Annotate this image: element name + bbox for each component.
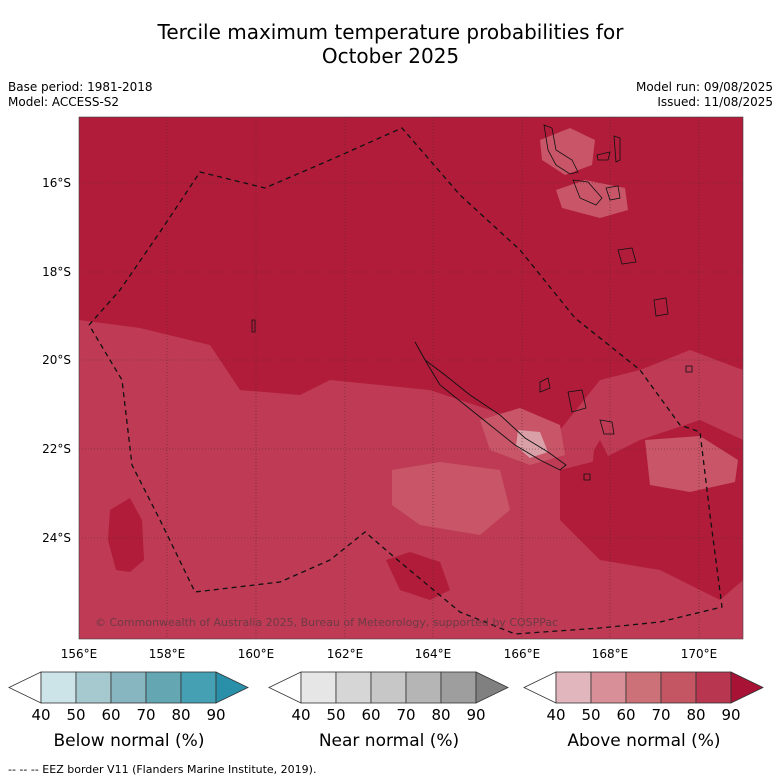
colorbar-segment xyxy=(145,671,182,704)
colorbar-segment xyxy=(555,671,592,704)
map-frame xyxy=(78,116,744,640)
above-80-small xyxy=(592,440,610,480)
colorbar-segment xyxy=(75,671,112,704)
lat-label: 22°S xyxy=(42,442,71,456)
lon-label: 164°E xyxy=(415,647,452,661)
colorbar-segment xyxy=(110,671,147,704)
latitude-labels: 16°S 18°S 20°S 22°S 24°S xyxy=(42,176,71,545)
vanuatu-islet-2 xyxy=(613,135,621,163)
lon-label: 170°E xyxy=(681,647,718,661)
legend-title-above: Above normal (%) xyxy=(567,731,721,751)
title-line-2: October 2025 xyxy=(321,44,460,68)
vanuatu-islet-3 xyxy=(605,185,621,201)
colorbar-segment xyxy=(405,671,442,704)
base-period: Base period: 1981-2018 xyxy=(8,80,153,94)
legend-title-below: Below normal (%) xyxy=(53,731,205,751)
meta-left: Base period: 1981-2018 Model: ACCESS-S2 xyxy=(8,80,153,110)
chesterfield-islet xyxy=(251,319,256,333)
colorbar-below: 40 50 60 70 80 90 xyxy=(8,671,249,724)
colorbar-tick-label: 50 xyxy=(326,706,345,724)
colorbar-tick-label: 50 xyxy=(581,706,600,724)
above-80-west-patch xyxy=(108,498,144,572)
colorbar-segment xyxy=(335,671,372,704)
walpole-island xyxy=(583,473,591,481)
colorbar-tick-label: 80 xyxy=(431,706,450,724)
meta-right: Model run: 09/08/2025 Issued: 11/08/2025 xyxy=(636,80,773,110)
colorbar-segment xyxy=(695,671,732,704)
tanna xyxy=(653,297,669,317)
lon-label: 160°E xyxy=(238,647,275,661)
colorbar-segment xyxy=(40,671,77,704)
colorbar-extend-low xyxy=(8,671,42,704)
colorbar-tick-label: 80 xyxy=(686,706,705,724)
lon-label: 162°E xyxy=(327,647,364,661)
map-title: Tercile maximum temperature probabilitie… xyxy=(0,20,781,68)
colorbar-tick-label: 70 xyxy=(651,706,670,724)
loyalty-island-1 xyxy=(539,377,551,393)
colorbar-tick-label: 50 xyxy=(66,706,85,724)
colorbar-tick-label: 40 xyxy=(31,706,50,724)
lon-label: 158°E xyxy=(149,647,186,661)
model-run: Model run: 09/08/2025 xyxy=(635,80,773,94)
eez-border xyxy=(88,127,723,635)
legend-title-near: Near normal (%) xyxy=(318,731,460,751)
lat-label: 20°S xyxy=(42,353,71,367)
above-80-south-patch xyxy=(386,552,450,600)
colorbar-segment xyxy=(590,671,627,704)
new-caledonia-outline xyxy=(414,341,567,471)
colorbar-segment xyxy=(300,671,337,704)
espiritu-santo xyxy=(543,124,579,175)
colorbar-tick-label: 40 xyxy=(546,706,565,724)
malakula xyxy=(572,179,603,206)
above-60-central xyxy=(392,462,510,535)
vanuatu-islet-1 xyxy=(596,151,611,161)
colorbar-tick-label: 40 xyxy=(291,706,310,724)
colorbar-tick-label: 70 xyxy=(136,706,155,724)
lat-label: 24°S xyxy=(42,531,71,545)
colorbar-tick-label: 60 xyxy=(361,706,380,724)
colorbar-tick-label: 70 xyxy=(396,706,415,724)
colorbar-segment xyxy=(440,671,477,704)
aneityum xyxy=(685,365,693,373)
graticule xyxy=(79,117,743,639)
loyalty-island-2 xyxy=(567,389,587,413)
colorbar-extend-low xyxy=(268,671,302,704)
colorbar-segment xyxy=(625,671,662,704)
issued-date: Issued: 11/08/2025 xyxy=(657,95,773,109)
loyalty-island-3 xyxy=(599,419,615,435)
longitude-labels: 156°E 158°E 160°E 162°E 164°E 166°E 168°… xyxy=(61,647,718,661)
eez-footnote: -- -- -- EEZ border V11 (Flanders Marine… xyxy=(8,763,317,776)
colorbar-segment xyxy=(660,671,697,704)
colorbar-tick-label: 80 xyxy=(171,706,190,724)
model-name: Model: ACCESS-S2 xyxy=(8,95,120,109)
lat-label: 16°S xyxy=(42,176,71,190)
efate xyxy=(617,247,637,265)
colorbar-legends: 40 50 60 70 80 90 40 50 60 70 80 90 40 50 60 70 80 90 xyxy=(8,671,764,724)
lon-label: 168°E xyxy=(592,647,629,661)
colorbar-extend-high xyxy=(215,671,249,704)
colorbar-extend-low xyxy=(523,671,557,704)
copyright-text: © Commonwealth of Australia 2025, Bureau… xyxy=(95,616,558,629)
colorbar-tick-label: 60 xyxy=(101,706,120,724)
colorbar-above: 40 50 60 70 80 90 xyxy=(523,671,764,724)
title-line-1: Tercile maximum temperature probabilitie… xyxy=(157,20,624,44)
lon-label: 156°E xyxy=(61,647,98,661)
colorbar-segment xyxy=(180,671,217,704)
lat-label: 18°S xyxy=(42,265,71,279)
lon-label: 166°E xyxy=(504,647,541,661)
colorbar-extend-high xyxy=(730,671,764,704)
colorbar-tick-label: 90 xyxy=(721,706,740,724)
colorbar-tick-label: 90 xyxy=(466,706,485,724)
colorbar-segment xyxy=(370,671,407,704)
colorbar-tick-label: 60 xyxy=(616,706,635,724)
probability-field xyxy=(79,117,743,639)
colorbar-tick-label: 90 xyxy=(206,706,225,724)
landmasses xyxy=(251,124,693,481)
above-60-east xyxy=(645,436,738,492)
colorbar-extend-high xyxy=(475,671,509,704)
colorbar-near: 40 50 60 70 80 90 xyxy=(268,671,509,724)
